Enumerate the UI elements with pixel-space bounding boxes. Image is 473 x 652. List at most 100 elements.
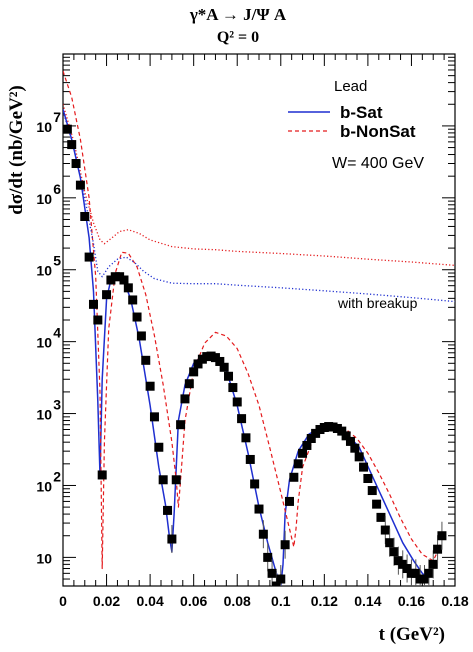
data-point [363,474,373,484]
x-tick-label: 0.12 [311,593,338,609]
data-point [102,290,112,300]
data-point [228,383,238,393]
data-point [245,454,255,464]
data-point [350,443,360,453]
data-point [71,159,81,169]
series-with-breakup-b-sat [63,111,455,303]
data-point [276,574,286,584]
x-tick-label: 0.06 [180,593,207,609]
data-point [263,552,273,562]
data-point [284,496,294,506]
data-point [254,504,264,514]
data-point [428,559,438,569]
y-tick-label-exponent: 7 [53,109,61,125]
data-point [184,379,194,389]
data-point [75,180,85,190]
data-point [420,574,430,584]
data-point [302,440,312,450]
data-point [258,529,268,539]
y-tick-label-exponent: 3 [53,397,61,413]
data-point [280,540,290,550]
x-axis-title: t (GeV²) [379,624,445,645]
chart-title: γ*A → J/Ψ A [189,5,287,24]
data-point [424,568,434,578]
y-axis-title: dσ/dt (nb/GeV²) [6,85,27,215]
data-point [193,359,203,369]
y-tick-label: 10 [36,478,52,494]
data-point [289,472,299,482]
data-point [119,275,129,285]
y-tick-label: 10 [36,335,52,351]
data-point [402,564,412,574]
data-point [123,283,133,293]
legend: Lead b-Sat b-NonSat W= 400 GeV [288,78,424,172]
data-point [232,397,242,407]
data-point [367,486,377,496]
data-point [354,452,364,462]
data-point [128,295,138,305]
data-point [372,499,382,509]
data-point [93,315,103,325]
data-point [154,442,164,452]
series-with-breakup-b-nonsat [63,104,455,267]
data-point [180,394,190,404]
data-point [345,436,355,446]
data-point [267,568,277,578]
data-point [337,426,347,436]
data-point [167,534,177,544]
x-tick-label: 0 [59,593,67,609]
data-point [306,433,316,443]
data-point [132,312,142,322]
data-point [241,433,251,443]
data-point [215,356,225,366]
x-tick-label: 0.16 [398,593,425,609]
data-point [149,412,159,422]
data-point [389,547,399,557]
data-point [298,448,308,458]
y-tick-label: 10 [36,191,52,207]
data-point [271,581,281,586]
x-tick-label: 0.04 [136,593,163,609]
x-tick-label: 0.02 [93,593,120,609]
data-point [97,470,107,480]
data-point [385,538,395,548]
x-tick-label: 0.18 [441,593,468,609]
y-tick-label-exponent: 4 [53,325,61,341]
data-point [136,331,146,341]
data-point [141,355,151,365]
chart-subtitle: Q² = 0 [217,29,259,46]
legend-note: W= 400 GeV [332,155,424,172]
y-tick-label-exponent: 2 [53,468,61,484]
data-point [80,211,90,221]
data-point [67,140,77,150]
data-point [250,479,260,489]
data-point [189,367,199,377]
annotation-with-breakup: with breakup [337,295,418,311]
data-point [224,371,234,381]
data-point [359,462,369,472]
data-point [171,475,181,485]
legend-label-b-sat: b-Sat [340,103,383,122]
data-point [380,525,390,535]
data-point [376,512,386,522]
y-tick-label-exponent: 5 [53,253,61,269]
data-point [237,414,247,424]
x-tick-label: 0.08 [224,593,251,609]
data-point [88,299,98,309]
data-point [411,568,421,578]
data-point [437,531,447,541]
data-point [433,544,443,554]
y-tick-label: 10 [36,263,52,279]
data-point [84,252,94,262]
y-tick-label-exponent: 6 [53,181,61,197]
y-tick-label: 10 [36,407,52,423]
data-point [293,459,303,469]
legend-label-b-nonsat: b-NonSat [340,122,416,141]
x-tick-label: 0.1 [271,593,291,609]
data-points [63,124,447,586]
data-point [176,420,186,430]
data-point [219,362,229,372]
series-b-nonsat [63,70,441,570]
data-point [158,475,168,485]
